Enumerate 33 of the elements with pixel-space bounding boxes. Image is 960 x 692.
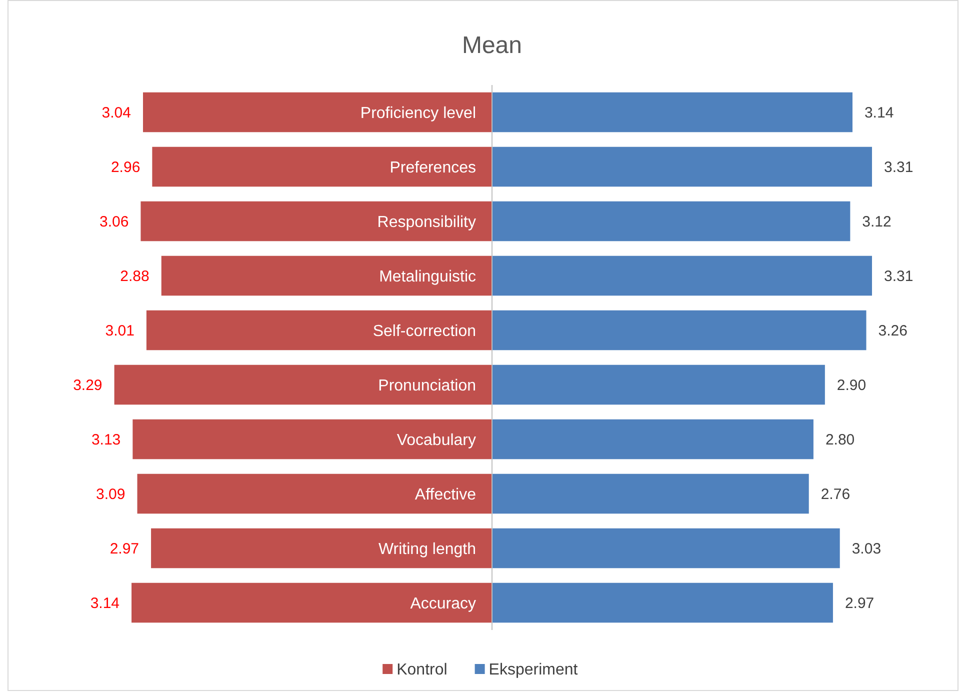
data-label: 3.09 [96, 486, 126, 503]
data-label: 3.26 [878, 322, 908, 340]
legend-label: Eksperiment [488, 662, 578, 679]
data-label: 2.76 [820, 486, 850, 503]
chart-title: Mean [462, 32, 522, 59]
data-label: 2.80 [825, 432, 855, 448]
y-tick-label: Metalinguistic [379, 268, 476, 286]
legend-label: Kontrol [396, 662, 448, 679]
data-label: 3.31 [884, 268, 914, 285]
data-label: 3.03 [852, 540, 882, 558]
data-label: 3.14 [864, 104, 894, 122]
data-label: 3.12 [862, 214, 892, 230]
y-tick-label: Responsibility [377, 214, 476, 231]
data-label: 2.97 [844, 595, 874, 612]
data-label: 3.04 [102, 104, 131, 122]
data-label: 3.13 [91, 432, 121, 448]
y-tick-label: Proficiency level [360, 104, 476, 122]
data-label: 3.31 [884, 159, 914, 176]
y-tick-label: Vocabulary [396, 432, 476, 449]
y-tick-label: Self-correction [372, 322, 476, 340]
data-label: 3.14 [90, 595, 120, 612]
data-label: 3.29 [73, 377, 102, 394]
data-label: 2.97 [110, 540, 140, 558]
data-label: 3.06 [100, 214, 129, 230]
y-tick-label: Pronunciation [378, 377, 476, 394]
data-label: 2.90 [836, 377, 866, 394]
y-tick-label: Preferences [390, 159, 476, 176]
data-label: 3.01 [105, 322, 134, 340]
y-tick-label: Affective [414, 486, 476, 504]
data-label: 2.96 [110, 159, 140, 176]
y-tick-label: Writing length [378, 540, 476, 558]
data-label: 2.88 [120, 268, 150, 285]
y-tick-label: Accuracy [410, 595, 476, 612]
